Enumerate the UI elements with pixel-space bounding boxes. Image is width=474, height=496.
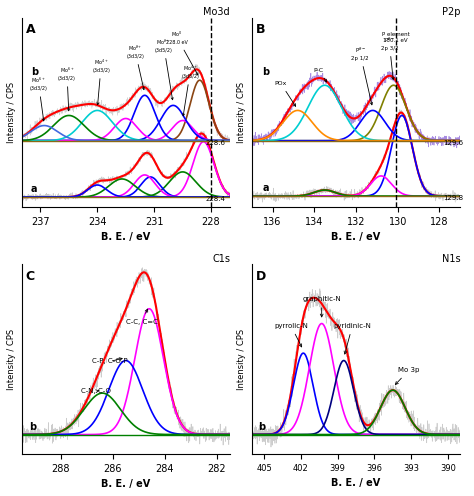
Y-axis label: Intensity / CPS: Intensity / CPS	[237, 82, 246, 143]
X-axis label: B. E. / eV: B. E. / eV	[331, 478, 381, 488]
Text: C-P, C-O-P: C-P, C-O-P	[92, 358, 128, 365]
X-axis label: B. E. / eV: B. E. / eV	[101, 233, 150, 243]
Text: POx: POx	[275, 81, 296, 106]
Text: Mo$^{6+}$
(3d3/2): Mo$^{6+}$ (3d3/2)	[29, 76, 47, 121]
Text: b: b	[258, 422, 265, 432]
Text: Mo 3p: Mo 3p	[395, 368, 419, 384]
Y-axis label: Intensity / CPS: Intensity / CPS	[237, 328, 246, 390]
Text: 228.4: 228.4	[205, 196, 225, 202]
Text: 129.8: 129.8	[444, 195, 464, 201]
Text: C-N, C-O: C-N, C-O	[82, 388, 111, 394]
Text: Mo$^{4+}$
(3d3/2): Mo$^{4+}$ (3d3/2)	[92, 58, 110, 105]
Text: Mo$^{\delta+}$
(3d5/2): Mo$^{\delta+}$ (3d5/2)	[155, 38, 173, 100]
Text: P$^{\delta-}$
2p 1/2: P$^{\delta-}$ 2p 1/2	[351, 46, 373, 105]
Text: a: a	[262, 183, 269, 193]
Text: b: b	[31, 67, 38, 77]
X-axis label: B. E. / eV: B. E. / eV	[101, 479, 150, 489]
Text: C: C	[26, 270, 35, 283]
Text: pyrrolic-N: pyrrolic-N	[274, 323, 308, 347]
Text: 228.6: 228.6	[205, 140, 225, 146]
Text: 129.6: 129.6	[444, 140, 464, 146]
Text: Mo$^{\delta+}$
(3d3/2): Mo$^{\delta+}$ (3d3/2)	[126, 44, 145, 90]
Text: Mo$^{4+}$
(3d5/2): Mo$^{4+}$ (3d5/2)	[181, 64, 199, 116]
Text: a: a	[31, 184, 37, 194]
Text: pyridinic-N: pyridinic-N	[333, 323, 371, 354]
Y-axis label: Intensity / CPS: Intensity / CPS	[7, 328, 16, 390]
Y-axis label: Intensity / CPS: Intensity / CPS	[7, 82, 16, 143]
Text: graphitic-N: graphitic-N	[302, 296, 341, 317]
Text: C1s: C1s	[212, 253, 230, 263]
Text: Mo3d: Mo3d	[203, 7, 230, 17]
Text: Mo$^{6+}$
(3d3/2): Mo$^{6+}$ (3d3/2)	[58, 66, 76, 111]
Text: D: D	[256, 270, 266, 283]
Text: P2p: P2p	[442, 7, 460, 17]
Text: N1s: N1s	[442, 253, 460, 263]
Text: b: b	[262, 67, 269, 77]
Text: A: A	[26, 23, 35, 36]
Text: Mo$^0$
228.0 eV: Mo$^0$ 228.0 eV	[166, 30, 198, 75]
X-axis label: B. E. / eV: B. E. / eV	[331, 233, 381, 243]
Text: C-C, C=C: C-C, C=C	[126, 309, 158, 324]
Text: P$^{\delta-}$
2p 3/2: P$^{\delta-}$ 2p 3/2	[381, 36, 398, 79]
Text: b: b	[29, 422, 36, 432]
Text: P-C: P-C	[313, 68, 327, 82]
Text: P element
130.1 eV: P element 130.1 eV	[382, 32, 410, 43]
Text: B: B	[256, 23, 265, 36]
